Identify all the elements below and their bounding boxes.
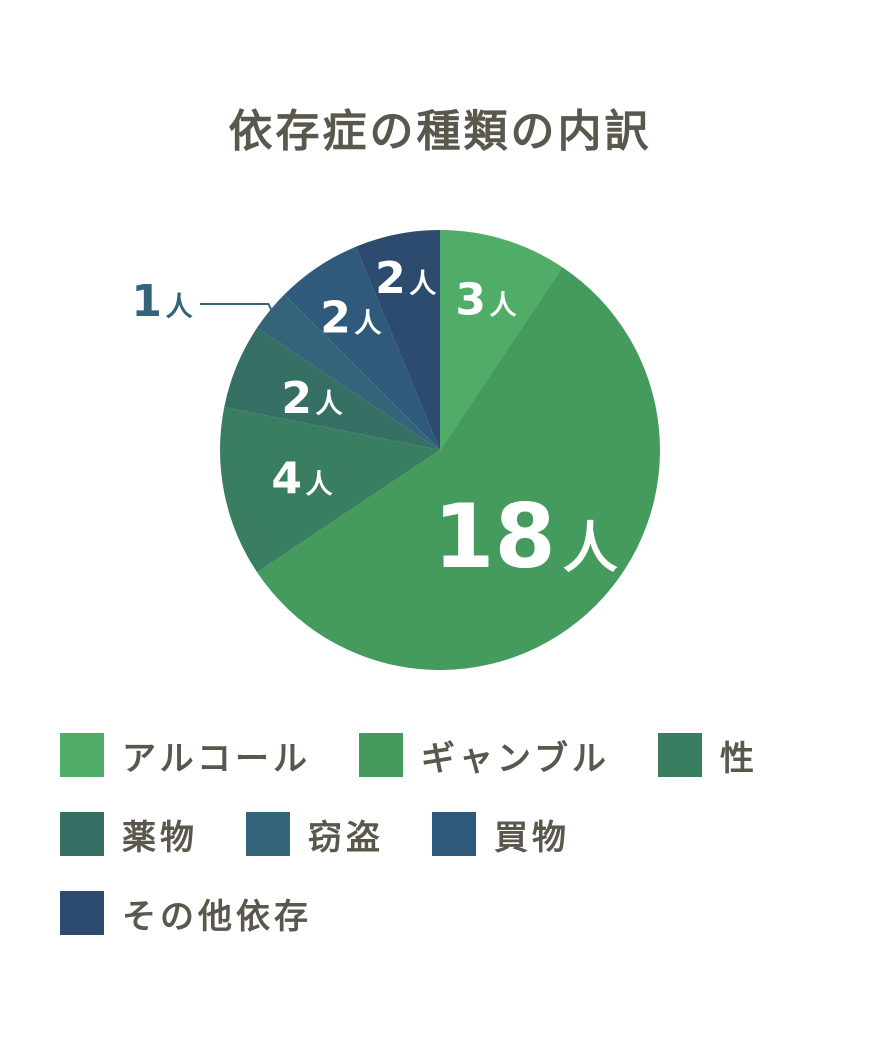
legend-swatch (60, 733, 104, 777)
legend-label: 性 (719, 738, 758, 779)
legend-item-shopping: 買物 (432, 810, 570, 859)
legend: アルコール ギャンブル 性 薬物 窃盗 買物 その他依存 (60, 733, 840, 970)
legend-label: アルコール (122, 738, 311, 779)
legend-swatch (60, 812, 104, 856)
legend-item-drugs: 薬物 (60, 810, 198, 859)
legend-swatch (358, 733, 403, 777)
slice-value-label: 18 人 (433, 485, 618, 588)
pie-slice (355, 230, 440, 450)
legend-label: 買物 (494, 817, 570, 858)
pie-slice (220, 407, 440, 573)
legend-swatch (657, 733, 702, 777)
legend-swatch (432, 812, 476, 856)
legend-label: 窃盗 (308, 817, 384, 858)
legend-swatch (60, 891, 104, 935)
legend-label: 薬物 (122, 817, 198, 858)
legend-item-sex: 性 (657, 731, 758, 780)
leader-line (200, 303, 275, 314)
pie-slice (257, 267, 660, 670)
legend-item-theft: 窃盗 (246, 810, 384, 859)
pie-slice (284, 246, 440, 450)
legend-item-other: その他依存 (60, 889, 312, 938)
pie-slice (224, 327, 440, 450)
legend-row: 薬物 窃盗 買物 (60, 810, 840, 859)
legend-swatch (246, 812, 290, 856)
legend-item-gambling: ギャンブル (358, 731, 610, 780)
chart-title: 依存症の種類の内訳 (228, 106, 652, 157)
legend-row: アルコール ギャンブル 性 (60, 731, 840, 780)
legend-label: その他依存 (122, 896, 312, 937)
pie-slice (257, 294, 440, 450)
legend-label: ギャンブル (420, 738, 610, 779)
legend-row: その他依存 (60, 889, 840, 938)
pie-slice (440, 230, 563, 450)
legend-item-alcohol: アルコール (60, 731, 311, 780)
